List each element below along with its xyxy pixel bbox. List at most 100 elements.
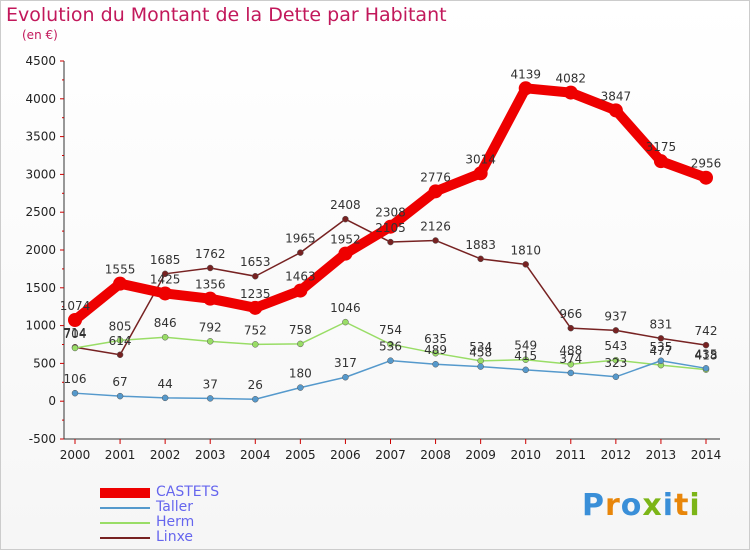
data-point-linxe (206, 264, 214, 272)
y-tick-label: 4500 (25, 54, 56, 68)
x-tick-label: 2014 (691, 448, 722, 462)
data-label-herm: 846 (154, 316, 177, 330)
data-label-castets: 3014 (465, 152, 496, 166)
data-label-castets: 4082 (556, 72, 587, 86)
data-label-herm: 752 (244, 323, 267, 337)
data-point-herm (206, 338, 214, 345)
data-label-herm: 477 (649, 344, 672, 358)
data-point-linxe (657, 335, 665, 342)
data-label-herm: 549 (514, 339, 537, 353)
data-point-herm (116, 337, 124, 344)
data-point-taller (522, 366, 529, 374)
legend-swatch (100, 488, 150, 498)
data-label-herm: 418 (695, 349, 718, 363)
data-label-linxe: 614 (109, 334, 132, 348)
logo-letter: P (582, 488, 605, 523)
y-tick-label: 2000 (25, 243, 56, 257)
data-point-herm (522, 356, 529, 363)
data-point-linxe (342, 215, 349, 223)
data-point-castets (203, 291, 218, 306)
data-point-taller (116, 392, 124, 400)
logo-letter: t (674, 488, 690, 523)
data-label-linxe: 966 (559, 307, 582, 321)
data-label-taller: 37 (203, 377, 218, 391)
data-point-castets (158, 286, 173, 301)
data-point-taller (612, 373, 620, 381)
data-point-herm (387, 340, 394, 348)
data-point-castets (248, 300, 263, 315)
data-point-herm (432, 349, 439, 357)
data-label-taller: 415 (514, 349, 537, 363)
data-label-linxe: 742 (695, 324, 718, 338)
data-label-castets: 2956 (691, 157, 722, 171)
data-label-castets: 2776 (420, 170, 451, 184)
data-label-linxe: 1762 (195, 247, 226, 261)
data-label-herm: 635 (424, 332, 447, 346)
data-point-herm (567, 361, 575, 368)
data-point-taller (297, 384, 304, 391)
data-point-herm (342, 318, 349, 326)
chart-title: Evolution du Montant de la Dette par Hab… (6, 4, 447, 26)
data-point-herm (252, 341, 259, 348)
data-point-linxe (116, 351, 124, 359)
y-tick-label: 1000 (25, 319, 56, 333)
data-label-linxe: 2105 (375, 221, 406, 235)
data-label-taller: 458 (469, 346, 492, 360)
unit-label: (en €) (22, 28, 58, 42)
data-label-castets: 1555 (105, 263, 136, 277)
x-tick-label: 2012 (601, 448, 632, 462)
data-label-castets: 3847 (601, 89, 632, 103)
y-tick-label: 0 (48, 394, 56, 408)
data-label-castets: 1952 (330, 233, 361, 247)
data-point-castets (338, 246, 353, 261)
data-point-linxe (522, 261, 529, 268)
data-label-linxe: 714 (64, 326, 87, 340)
data-label-linxe: 1883 (465, 238, 496, 252)
data-point-taller (252, 395, 259, 403)
x-tick-label: 2005 (285, 448, 316, 462)
data-point-linxe (161, 270, 169, 278)
data-label-taller: 536 (379, 340, 402, 354)
data-point-castets (68, 313, 82, 328)
data-point-linxe (252, 272, 259, 280)
data-label-taller: 67 (112, 375, 127, 389)
x-tick-label: 2002 (150, 448, 181, 462)
legend-label: Taller (156, 499, 193, 515)
data-label-herm: 792 (199, 320, 222, 334)
y-tick-label: 4000 (25, 92, 56, 106)
x-tick-label: 2000 (60, 448, 91, 462)
data-point-castets (428, 184, 443, 199)
data-point-taller (161, 394, 169, 402)
data-point-taller (567, 369, 575, 377)
data-label-herm: 754 (379, 323, 402, 337)
data-point-linxe (477, 255, 484, 263)
data-point-castets (113, 276, 128, 291)
data-point-castets (473, 166, 488, 181)
data-label-taller: 26 (248, 378, 263, 392)
x-tick-label: 2007 (375, 448, 406, 462)
data-point-taller (387, 357, 394, 364)
data-point-taller (342, 373, 349, 381)
data-point-castets (699, 170, 713, 185)
y-tick-label: 500 (33, 356, 56, 370)
data-label-linxe: 1653 (240, 255, 271, 269)
x-tick-label: 2008 (420, 448, 451, 462)
data-label-taller: 317 (334, 356, 357, 370)
logo-letter: i (689, 488, 701, 523)
data-point-herm (161, 333, 169, 341)
y-tick-label: 1500 (25, 281, 56, 295)
x-tick-label: 2009 (465, 448, 496, 462)
data-label-linxe: 937 (604, 309, 627, 323)
x-tick-label: 2010 (510, 448, 541, 462)
data-point-linxe (297, 249, 304, 256)
x-tick-label: 2006 (330, 448, 361, 462)
data-point-linxe (702, 341, 710, 349)
data-label-herm: 543 (604, 339, 627, 353)
x-tick-label: 2003 (195, 448, 226, 462)
data-point-taller (71, 389, 79, 397)
data-point-castets (383, 219, 398, 234)
data-label-castets: 1425 (150, 272, 181, 286)
data-point-taller (657, 357, 665, 365)
